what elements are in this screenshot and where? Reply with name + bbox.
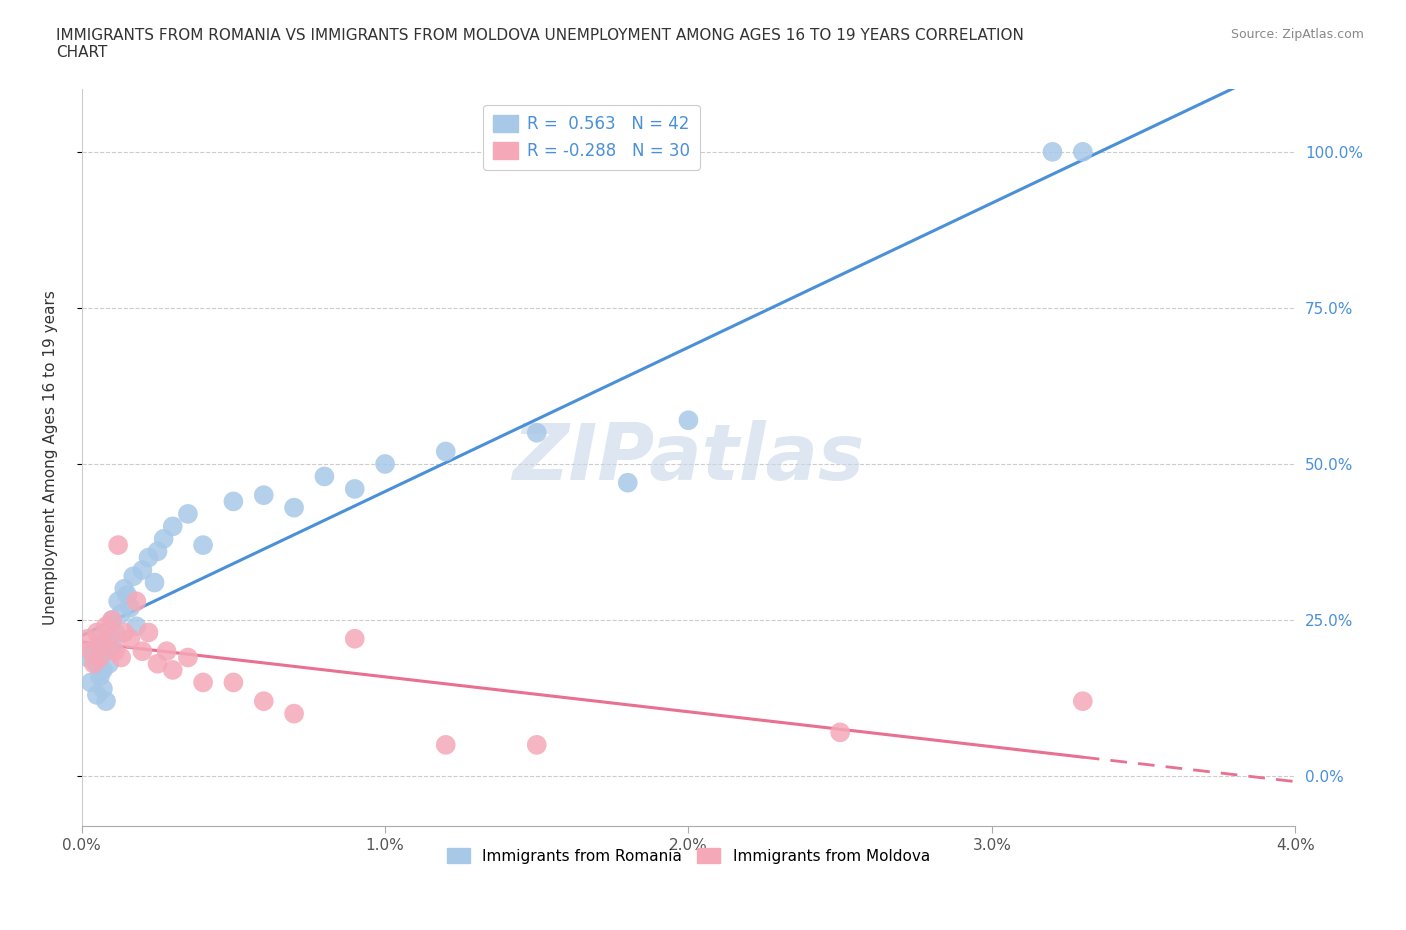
Point: [86, 625, 108, 640]
Point: [83, 644, 105, 658]
Text: IMMIGRANTS FROM ROMANIA VS IMMIGRANTS FROM MOLDOVA UNEMPLOYMENT AMONG AGES 16 TO: IMMIGRANTS FROM ROMANIA VS IMMIGRANTS FR…: [56, 28, 1024, 60]
Point: [191, 538, 214, 552]
Point: [80, 675, 103, 690]
Point: [94, 618, 117, 633]
Point: [98, 631, 121, 646]
Point: [283, 706, 305, 721]
Point: [110, 650, 132, 665]
Point: [162, 662, 184, 677]
Point: [104, 625, 127, 640]
Point: [283, 500, 305, 515]
Point: [101, 613, 124, 628]
Point: [434, 737, 457, 752]
Point: [138, 551, 160, 565]
Point: [526, 737, 548, 752]
Point: [86, 687, 108, 702]
Point: [616, 475, 638, 490]
Point: [112, 625, 135, 640]
Point: [146, 657, 169, 671]
Point: [146, 544, 169, 559]
Point: [94, 694, 117, 709]
Y-axis label: Unemployment Among Ages 16 to 19 years: Unemployment Among Ages 16 to 19 years: [44, 290, 58, 625]
Point: [120, 600, 142, 615]
Point: [101, 638, 124, 653]
Point: [143, 575, 166, 590]
Point: [678, 413, 700, 428]
Point: [152, 531, 174, 546]
Point: [1071, 694, 1094, 709]
Point: [112, 581, 135, 596]
Point: [253, 487, 276, 502]
Point: [162, 519, 184, 534]
Point: [222, 494, 245, 509]
Point: [91, 638, 114, 653]
Point: [526, 425, 548, 440]
Point: [156, 644, 179, 658]
Point: [343, 482, 366, 497]
Point: [91, 682, 114, 697]
Point: [177, 507, 200, 522]
Text: Source: ZipAtlas.com: Source: ZipAtlas.com: [1230, 28, 1364, 41]
Point: [222, 675, 245, 690]
Point: [1042, 144, 1064, 159]
Point: [89, 669, 111, 684]
Point: [110, 606, 132, 621]
Point: [131, 644, 153, 658]
Point: [76, 631, 98, 646]
Point: [131, 563, 153, 578]
Point: [80, 644, 103, 658]
Point: [125, 594, 148, 609]
Point: [98, 657, 121, 671]
Point: [91, 662, 114, 677]
Point: [76, 650, 98, 665]
Point: [1071, 144, 1094, 159]
Point: [125, 618, 148, 633]
Point: [830, 724, 852, 739]
Point: [314, 469, 336, 484]
Point: [115, 588, 138, 603]
Point: [374, 457, 396, 472]
Point: [177, 650, 200, 665]
Point: [89, 650, 111, 665]
Point: [107, 538, 129, 552]
Text: ZIPatlas: ZIPatlas: [512, 419, 865, 496]
Point: [191, 675, 214, 690]
Point: [83, 657, 105, 671]
Point: [86, 657, 108, 671]
Point: [253, 694, 276, 709]
Point: [122, 569, 145, 584]
Point: [101, 613, 124, 628]
Point: [343, 631, 366, 646]
Point: [94, 644, 117, 658]
Point: [107, 594, 129, 609]
Legend: Immigrants from Romania, Immigrants from Moldova: Immigrants from Romania, Immigrants from…: [441, 842, 936, 870]
Point: [104, 644, 127, 658]
Point: [138, 625, 160, 640]
Point: [89, 631, 111, 646]
Point: [434, 444, 457, 458]
Point: [120, 631, 142, 646]
